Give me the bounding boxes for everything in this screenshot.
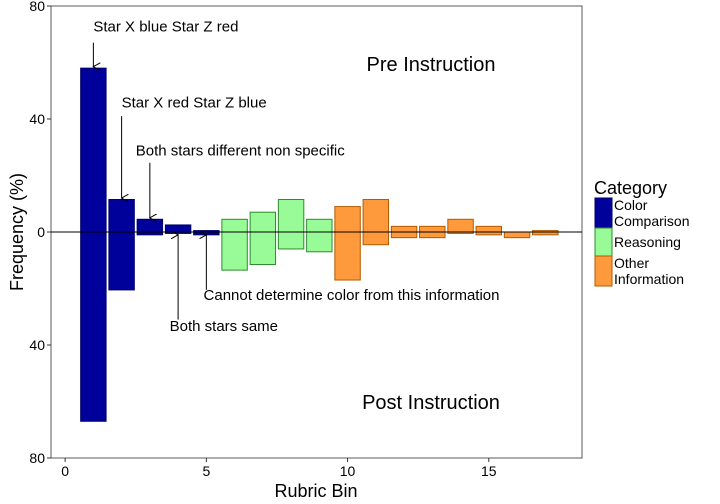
bar-pre — [419, 225, 446, 233]
x-tick-label: 0 — [61, 463, 69, 479]
panel-label-bottom: Post Instruction — [362, 392, 500, 414]
annotation-label: Star X blue Star Z red — [93, 18, 238, 35]
x-axis-title: Rubric Bin — [274, 481, 357, 501]
bar-pre — [306, 218, 333, 233]
bar-pre — [362, 199, 390, 233]
bar-pre — [80, 67, 107, 233]
x-tick-label: 5 — [202, 463, 210, 479]
legend-swatch — [594, 255, 613, 287]
bar-post — [221, 231, 248, 271]
bar-pre — [164, 224, 192, 233]
bar-post — [249, 231, 277, 265]
bar-pre — [108, 199, 135, 233]
bar-post — [362, 231, 390, 246]
bar-post — [108, 231, 135, 291]
annotation-label: Both stars same — [170, 318, 278, 335]
x-tick-label: 15 — [481, 463, 497, 479]
bar-pre — [334, 206, 361, 233]
bar-post — [306, 231, 333, 253]
bar-pre — [447, 218, 474, 233]
x-tick-label: 10 — [340, 463, 356, 479]
axes-layer: 0 5 10 15 80 40 0 40 80 — [29, 0, 496, 479]
bar-pre — [475, 225, 503, 233]
annotation-label: Both stars different non specific — [136, 143, 346, 160]
bar-pre — [136, 218, 164, 233]
legend-label: Reasoning — [614, 234, 681, 250]
y-tick-label: 80 — [29, 0, 45, 14]
legend-label: Color — [614, 197, 648, 213]
bar-pre — [277, 199, 305, 233]
annotation-label: Cannot determine color from this informa… — [204, 287, 500, 304]
bar-post — [80, 231, 107, 422]
bar-pre — [390, 225, 418, 233]
panel-label-top: Pre Instruction — [367, 54, 496, 76]
bar-post — [390, 231, 418, 239]
bar-post — [277, 231, 305, 250]
legend-label: Other — [614, 255, 649, 271]
legend-label: Information — [614, 271, 684, 287]
y-tick-label: 0 — [37, 224, 45, 240]
legend-label: Comparison — [614, 213, 689, 229]
y-tick-label: 40 — [29, 337, 45, 353]
y-axis-title: Frequency (%) — [7, 173, 27, 291]
bar-post — [419, 231, 446, 239]
annotation-layer: Star X blue Star Z red Star X red Star Z … — [93, 18, 500, 335]
y-tick-label: 40 — [29, 111, 45, 127]
bar-post — [503, 231, 531, 239]
bar-pre — [249, 211, 277, 233]
y-tick-label: 80 — [29, 450, 45, 466]
bar-post — [334, 231, 361, 281]
legend-title: Category — [594, 178, 667, 198]
legend-swatch — [594, 197, 613, 229]
annotation-label: Star X red Star Z blue — [122, 95, 267, 112]
legend-swatch — [594, 227, 613, 257]
bar-pre — [221, 218, 248, 233]
